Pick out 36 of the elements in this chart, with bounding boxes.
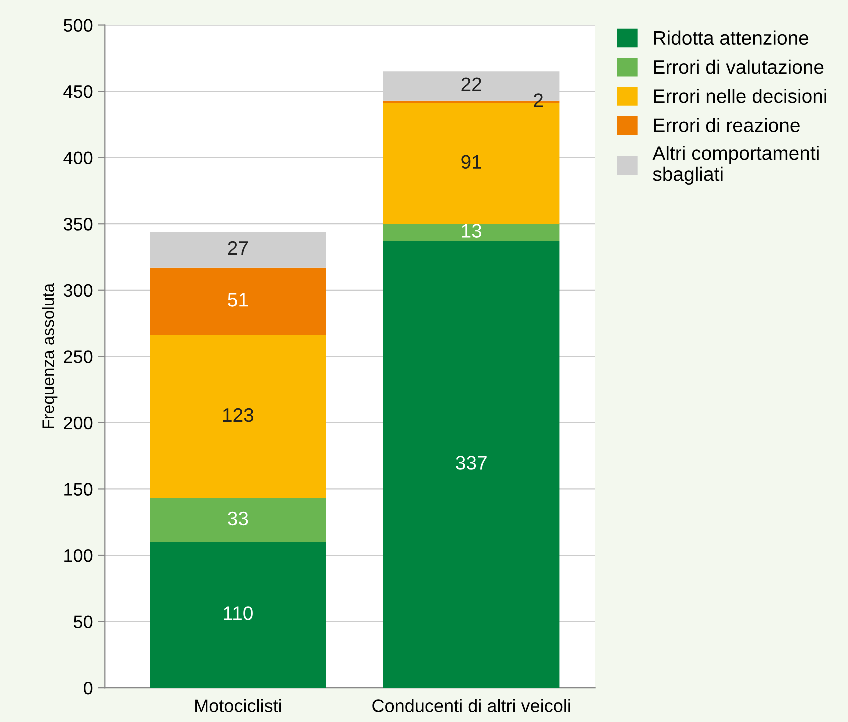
legend-label: Errori di valutazione	[654, 60, 824, 74]
legend-label: Errori di reazione	[654, 118, 800, 132]
bar	[150, 498, 326, 542]
legend-label: Ridotta attenzione	[654, 30, 809, 46]
y-tick-label: 450	[64, 85, 93, 98]
data-label: 22	[462, 78, 482, 92]
bar	[150, 232, 326, 268]
y-tick-label: 350	[64, 218, 93, 231]
y-tick-label: 400	[64, 152, 93, 165]
legend-label: Errori nelle decisioni	[654, 89, 826, 104]
y-tick-label: 100	[64, 549, 93, 562]
bar	[383, 241, 560, 688]
bar	[150, 268, 326, 336]
data-label: 13	[462, 224, 482, 238]
bar	[150, 542, 326, 688]
data-label: 2	[534, 94, 543, 108]
legend-label: Altri comportamenti sbagliati	[652, 146, 819, 186]
y-tick-label: 300	[64, 284, 93, 298]
y-tick-label: 250	[64, 350, 93, 364]
data-label: 337	[456, 456, 487, 470]
y-tick-label: 0	[84, 682, 93, 695]
bar	[150, 335, 326, 499]
bar	[383, 224, 560, 242]
y-tick-label: 200	[64, 416, 93, 430]
data-label: 91	[462, 155, 482, 170]
data-label: 123	[223, 408, 254, 422]
data-label: 27	[228, 241, 248, 255]
y-tick-label: 500	[64, 19, 93, 32]
y-tick-label: 50	[74, 616, 93, 629]
data-label: 33	[228, 512, 248, 526]
y-tick-label: 150	[64, 483, 93, 496]
y-axis-title: Frequenza assoluta	[42, 283, 58, 428]
data-label: 110	[224, 606, 253, 620]
x-tick-label: Conducenti di altri veicoli	[372, 699, 570, 712]
data-label: 51	[228, 293, 248, 307]
x-tick-label: Motociclisti	[196, 699, 282, 712]
